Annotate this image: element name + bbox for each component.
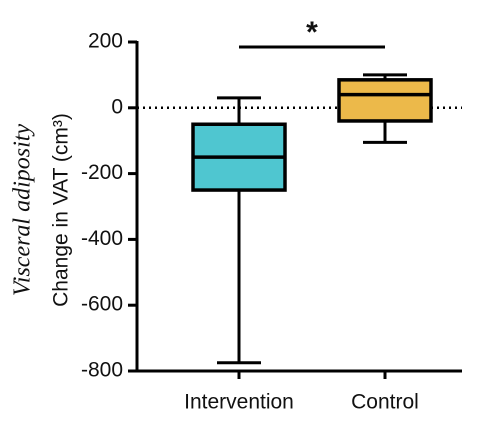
y-tick-label: -400 (81, 227, 123, 250)
y-tick-label: -800 (81, 359, 123, 382)
y-tick-label: -600 (81, 293, 123, 316)
y-tick-label: 200 (88, 30, 123, 53)
significance-label: * (306, 16, 318, 49)
y-axis-label: Change in VAT (cm³) (50, 113, 73, 307)
x-tick-label: Control (351, 391, 419, 414)
x-tick-label: Intervention (184, 391, 294, 414)
y-tick-label: -200 (81, 161, 123, 184)
box (337, 78, 433, 123)
y-axis-label-script: Visceral adiposity (10, 124, 36, 297)
y-tick-label: 0 (111, 95, 123, 118)
